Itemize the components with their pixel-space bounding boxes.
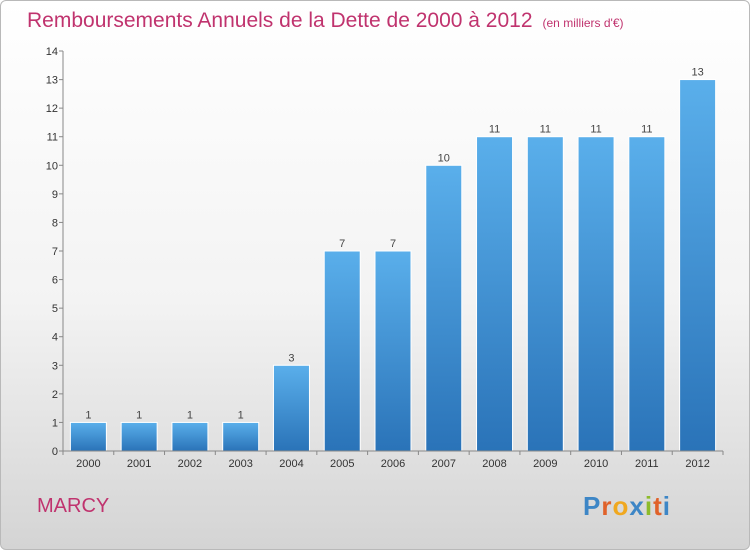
logo-letter: t [653,491,663,521]
bar-2008 [476,136,514,452]
data-label-2002: 1 [187,409,193,421]
proxiti-logo: Proxiti [583,491,671,522]
x-tick-label-2001: 2001 [127,458,151,470]
y-tick-label: 10 [46,160,58,172]
x-tick-label-2009: 2009 [533,458,557,470]
x-tick-label-2000: 2000 [76,458,100,470]
y-tick-label: 2 [52,389,58,401]
data-label-2010: 11 [590,124,601,136]
y-tick-label: 6 [52,275,58,287]
chart-title: Remboursements Annuels de la Dette de 20… [27,9,624,32]
bar-2002 [171,421,209,452]
logo-letter: o [612,491,630,521]
y-tick-label: 12 [46,103,58,115]
chart-subtitle: (en milliers d'€) [542,16,624,30]
y-tick-label: 9 [52,189,58,201]
data-label-2001: 1 [136,409,142,421]
bar-2003 [222,421,260,452]
bar-2006 [374,250,412,452]
x-tick-label-2003: 2003 [228,458,252,470]
x-tick-label-2011: 2011 [635,458,659,470]
x-tick-label-2007: 2007 [432,458,456,470]
data-label-2008: 11 [489,124,500,136]
logo-letter: x [629,491,645,521]
x-tick-label-2006: 2006 [381,458,405,470]
data-label-2006: 7 [390,238,396,250]
y-tick-label: 4 [52,332,58,344]
data-label-2004: 3 [288,352,294,364]
bar-2005 [323,250,361,452]
x-tick-label-2012: 2012 [685,458,709,470]
x-tick-label-2005: 2005 [330,458,354,470]
y-tick-label: 13 [46,75,58,87]
data-label-2005: 7 [339,238,345,250]
logo-letter: i [644,491,654,521]
x-axis: 2000 2001 2002 2003 2004 2005 2006 2007 2008 2009… [62,450,724,470]
logo-letter: i [662,491,671,521]
bar-2004 [272,364,310,452]
logo-letter: P [583,491,602,521]
y-tick-label: 1 [52,417,58,429]
y-tick-label: 5 [52,303,58,315]
data-label-2003: 1 [238,409,244,421]
bar-2012 [679,79,717,452]
bar-2001 [120,421,158,452]
city-name: MARCY [37,495,110,517]
bar-2000 [69,421,107,452]
data-label-2000: 1 [85,409,91,421]
logo-letter: r [601,491,613,521]
data-label-2009: 11 [540,124,551,136]
data-label-2012: 13 [691,67,703,79]
bar-2009 [526,136,564,452]
y-tick-label: 14 [46,46,58,58]
x-tick-label-2004: 2004 [279,458,303,470]
y-tick-label: 3 [52,360,58,372]
x-tick-label-2010: 2010 [584,458,608,470]
data-label-2007: 10 [438,152,450,164]
y-tick-label: 7 [52,246,58,258]
bar-2010 [577,136,615,452]
bar-2011 [628,136,666,452]
y-tick-label: 0 [52,446,58,458]
data-label-2011: 11 [641,124,652,136]
x-tick-label-2008: 2008 [482,458,506,470]
y-tick-label: 11 [47,132,58,144]
bar-2007 [425,164,463,452]
y-tick-label: 8 [52,217,58,229]
x-tick-label-2002: 2002 [178,458,202,470]
